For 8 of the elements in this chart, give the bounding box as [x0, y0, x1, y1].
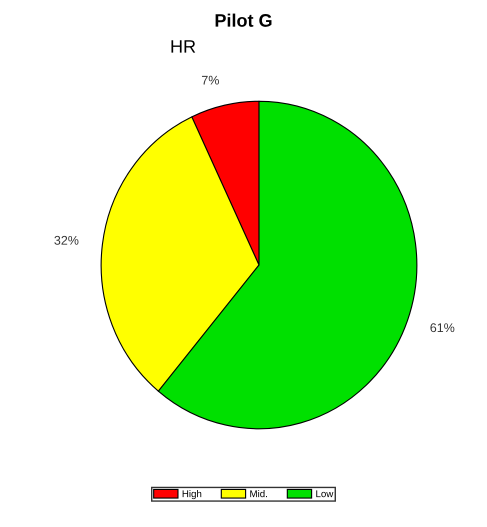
- chart-title: Pilot G: [216, 14, 272, 27]
- data-label: 61%: [430, 323, 454, 332]
- legend-label: High: [182, 490, 202, 500]
- legend-label: Low: [316, 490, 334, 498]
- chart-subtitle: HR: [171, 40, 196, 53]
- data-label: 32%: [54, 236, 78, 245]
- data-label: 7%: [202, 76, 219, 85]
- legend-label: Mid.: [250, 490, 267, 498]
